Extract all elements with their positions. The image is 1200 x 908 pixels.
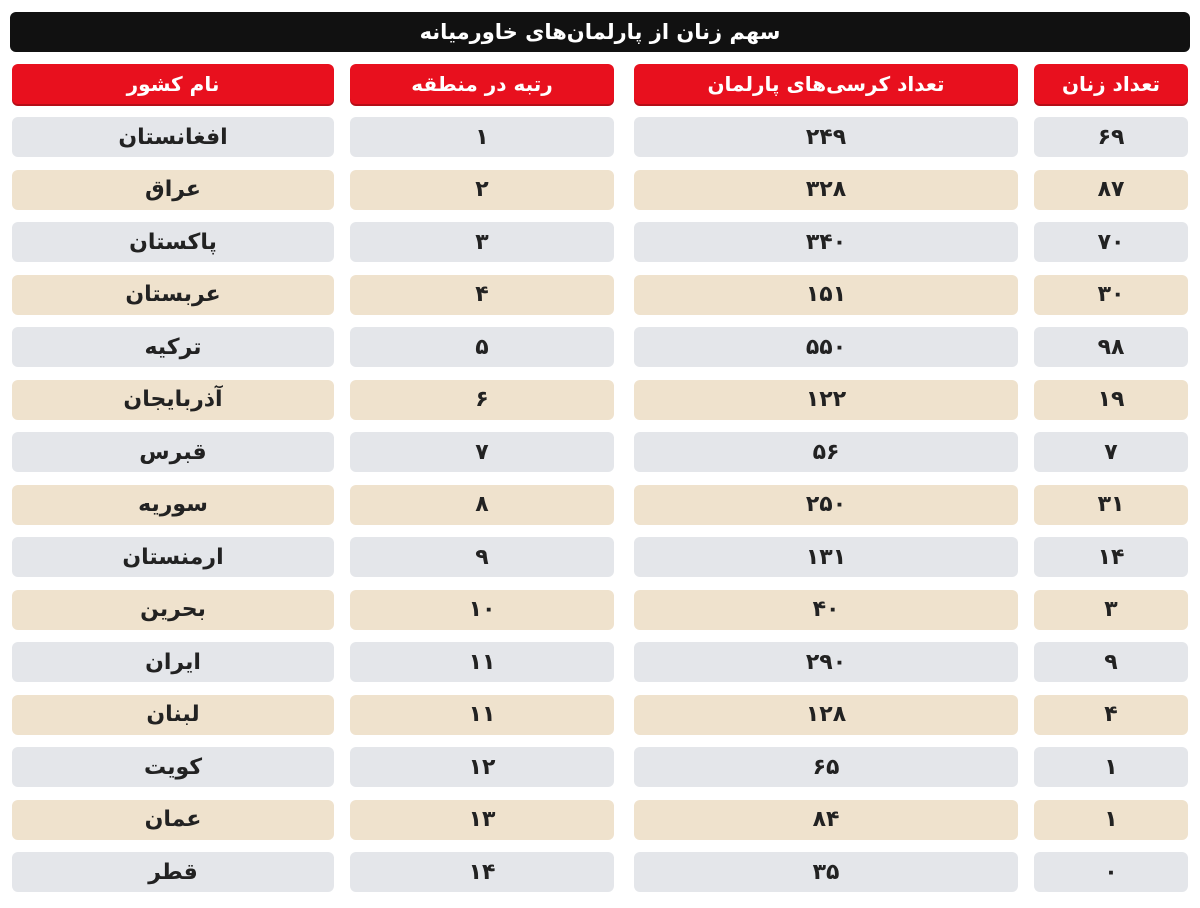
table-cell-regional-rank: ۱۲ bbox=[350, 747, 614, 787]
table-cell-country-name: کویت bbox=[12, 747, 334, 787]
table-cell-country-name: عمان bbox=[12, 799, 334, 840]
table-cell-country-name: قطر bbox=[12, 852, 334, 892]
table-cell-parliament-seats: ۲۴۹ bbox=[634, 117, 1018, 157]
table-cell-women-count: ۴ bbox=[1034, 694, 1188, 735]
table-cell-regional-rank: ۱۱ bbox=[350, 642, 614, 682]
table-cell-country-name: پاکستان bbox=[12, 222, 334, 262]
table-cell-women-count: ۳ bbox=[1034, 589, 1188, 630]
table-cell-country-name: لبنان bbox=[12, 694, 334, 735]
table-cell-country-name: آذربایجان bbox=[12, 379, 334, 420]
table-cell-parliament-seats: ۱۲۲ bbox=[634, 379, 1018, 420]
table-cell-parliament-seats: ۵۵۰ bbox=[634, 327, 1018, 367]
table-cell-country-name: بحرین bbox=[12, 589, 334, 630]
table-cell-women-count: ۸۷ bbox=[1034, 169, 1188, 210]
table-cell-parliament-seats: ۱۵۱ bbox=[634, 274, 1018, 315]
table-cell-women-count: ۳۱ bbox=[1034, 484, 1188, 525]
table-cell-parliament-seats: ۱۳۱ bbox=[634, 537, 1018, 577]
table-cell-regional-rank: ۸ bbox=[350, 484, 614, 525]
table-cell-regional-rank: ۴ bbox=[350, 274, 614, 315]
table-cell-parliament-seats: ۲۵۰ bbox=[634, 484, 1018, 525]
column-header-regional-rank: رتبه در منطقه bbox=[350, 64, 614, 104]
table-cell-country-name: افغانستان bbox=[12, 117, 334, 157]
table-cell-regional-rank: ۱۳ bbox=[350, 799, 614, 840]
table-cell-parliament-seats: ۶۵ bbox=[634, 747, 1018, 787]
table-cell-regional-rank: ۳ bbox=[350, 222, 614, 262]
table-cell-regional-rank: ۹ bbox=[350, 537, 614, 577]
table-cell-country-name: قبرس bbox=[12, 432, 334, 472]
table-cell-regional-rank: ۷ bbox=[350, 432, 614, 472]
table-cell-women-count: ۶۹ bbox=[1034, 117, 1188, 157]
table-cell-country-name: عربستان bbox=[12, 274, 334, 315]
table-cell-women-count: ۷ bbox=[1034, 432, 1188, 472]
table-cell-regional-rank: ۲ bbox=[350, 169, 614, 210]
table-cell-regional-rank: ۱۴ bbox=[350, 852, 614, 892]
table-cell-country-name: عراق bbox=[12, 169, 334, 210]
table-cell-women-count: ۷۰ bbox=[1034, 222, 1188, 262]
table-cell-women-count: ۱۴ bbox=[1034, 537, 1188, 577]
table-cell-country-name: ایران bbox=[12, 642, 334, 682]
table-cell-regional-rank: ۱ bbox=[350, 117, 614, 157]
table-cell-country-name: ترکیه bbox=[12, 327, 334, 367]
table-cell-parliament-seats: ۴۰ bbox=[634, 589, 1018, 630]
table-cell-parliament-seats: ۳۴۰ bbox=[634, 222, 1018, 262]
table-cell-parliament-seats: ۸۴ bbox=[634, 799, 1018, 840]
table-cell-women-count: ۳۰ bbox=[1034, 274, 1188, 315]
table-cell-women-count: ۹ bbox=[1034, 642, 1188, 682]
table-cell-parliament-seats: ۲۹۰ bbox=[634, 642, 1018, 682]
table-cell-regional-rank: ۱۰ bbox=[350, 589, 614, 630]
table-cell-regional-rank: ۱۱ bbox=[350, 694, 614, 735]
table-cell-women-count: ۰ bbox=[1034, 852, 1188, 892]
table-cell-women-count: ۹۸ bbox=[1034, 327, 1188, 367]
table-cell-women-count: ۱۹ bbox=[1034, 379, 1188, 420]
table-cell-country-name: ارمنستان bbox=[12, 537, 334, 577]
table-cell-regional-rank: ۶ bbox=[350, 379, 614, 420]
column-header-women-count: تعداد زنان bbox=[1034, 64, 1188, 104]
table-cell-parliament-seats: ۱۲۸ bbox=[634, 694, 1018, 735]
table-cell-women-count: ۱ bbox=[1034, 747, 1188, 787]
column-header-parliament-seats: تعداد کرسی‌های پارلمان bbox=[634, 64, 1018, 104]
table-cell-parliament-seats: ۳۵ bbox=[634, 852, 1018, 892]
column-header-country-name: نام کشور bbox=[12, 64, 334, 104]
table-cell-parliament-seats: ۵۶ bbox=[634, 432, 1018, 472]
table-title: سهم زنان از پارلمان‌های خاورمیانه bbox=[10, 12, 1190, 52]
table-cell-regional-rank: ۵ bbox=[350, 327, 614, 367]
table-cell-country-name: سوریه bbox=[12, 484, 334, 525]
table-cell-parliament-seats: ۳۲۸ bbox=[634, 169, 1018, 210]
table-cell-women-count: ۱ bbox=[1034, 799, 1188, 840]
